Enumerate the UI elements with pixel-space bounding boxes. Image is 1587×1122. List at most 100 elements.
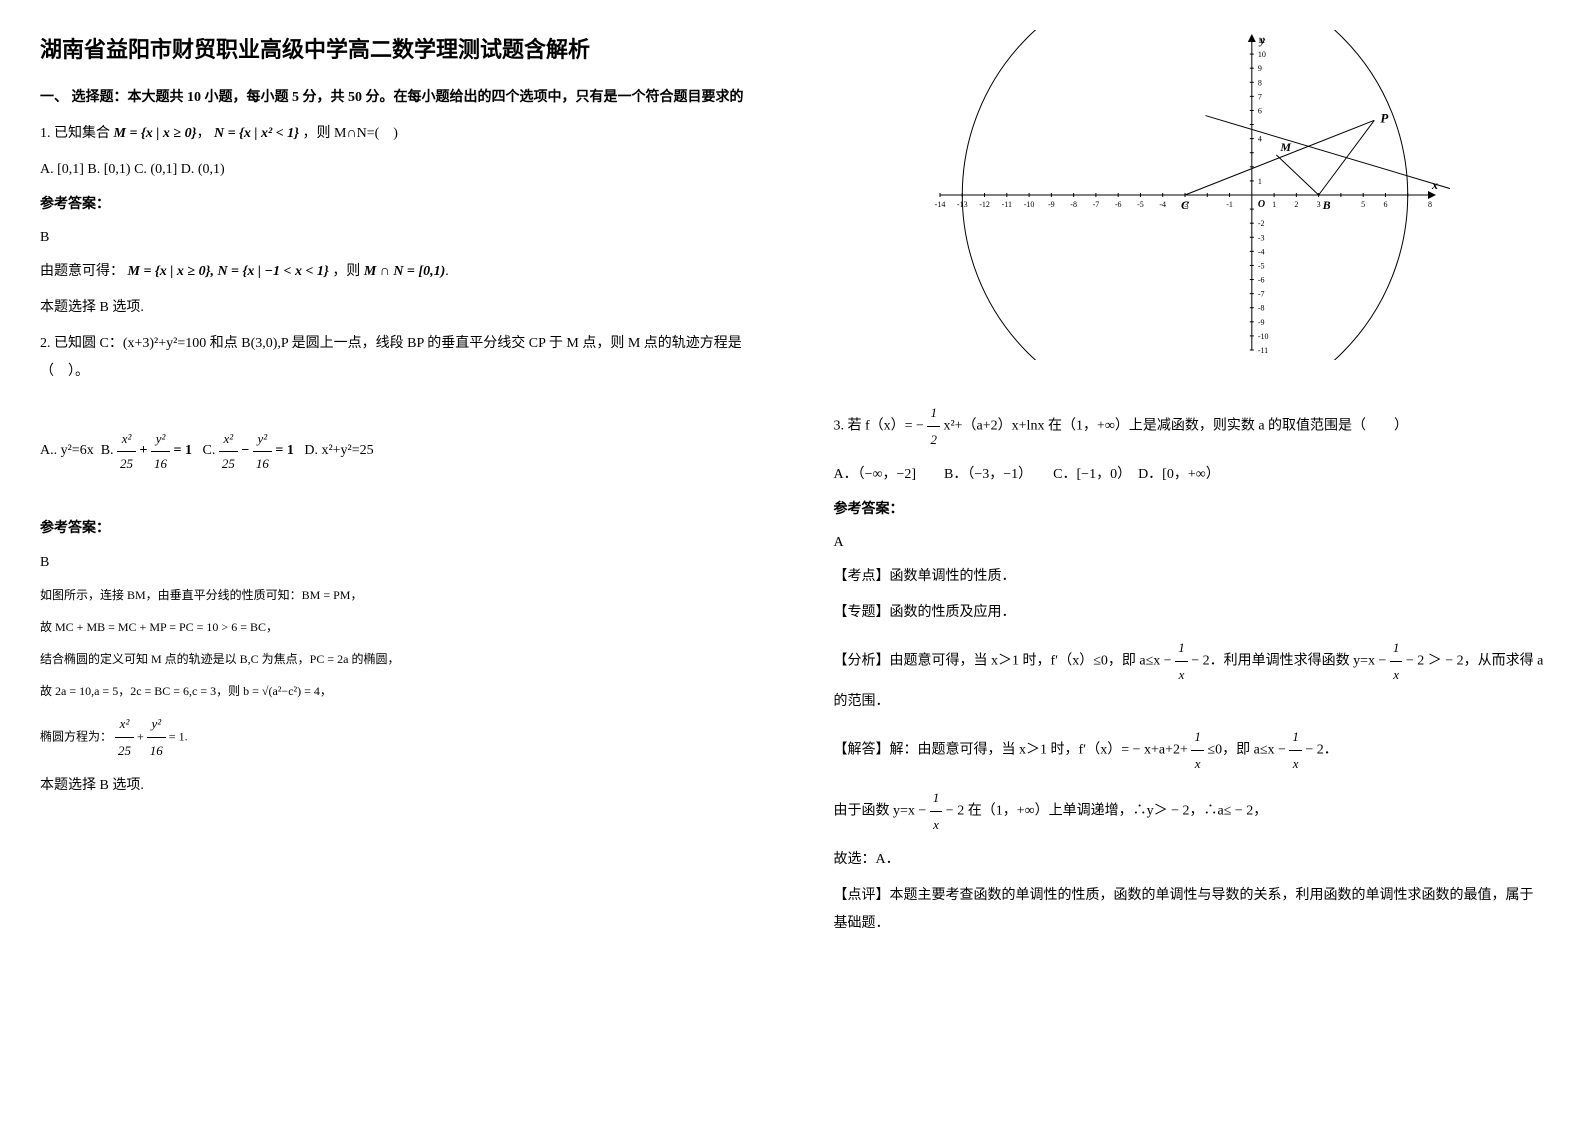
svg-text:O: O bbox=[1258, 199, 1265, 210]
svg-text:B: B bbox=[1322, 198, 1331, 212]
q2-opt-d: D. x²+y²=25 bbox=[304, 443, 373, 458]
q3-tag2: 【专题】函数的性质及应用． bbox=[834, 599, 1548, 627]
q3-solve-frac2: 1x bbox=[1289, 724, 1302, 777]
q2-exp4: 故 2a = 10,a = 5，2c = BC = 6,c = 3，则 b = … bbox=[40, 679, 754, 703]
svg-text:P: P bbox=[1381, 110, 1390, 125]
q3-options: A．（−∞，−2] B．（−3，−1） C．[−1，0） D．[0，+∞） bbox=[834, 461, 1548, 489]
q3-solve-suffix: − 2． bbox=[1305, 743, 1337, 758]
svg-text:1: 1 bbox=[1258, 177, 1262, 186]
q1-stem-prefix: 1. 已知集合 bbox=[40, 126, 110, 141]
q2-exp3: 结合椭圆的定义可知 M 点的轨迹是以 B,C 为焦点，PC = 2a 的椭圆， bbox=[40, 647, 754, 671]
q3-analysis-prefix: 【分析】由题意可得，当 x＞1 时，f′（x）≤0，即 a≤x − bbox=[834, 654, 1172, 669]
svg-text:2: 2 bbox=[1295, 200, 1299, 209]
svg-text:-7: -7 bbox=[1258, 290, 1265, 299]
svg-text:M: M bbox=[1280, 140, 1292, 154]
section-header: 一、 选择题：本大题共 10 小题，每小题 5 分，共 50 分。在每小题给出的… bbox=[40, 85, 754, 110]
svg-text:-14: -14 bbox=[935, 200, 946, 209]
q3-stem-frac: 12 bbox=[927, 400, 940, 453]
q2-exp5: 椭圆方程为： x²25 + y²16 = 1. bbox=[40, 711, 754, 764]
svg-text:-11: -11 bbox=[1002, 200, 1012, 209]
svg-text:-5: -5 bbox=[1258, 261, 1265, 270]
svg-text:y: y bbox=[1258, 33, 1266, 47]
q2-opt-b-frac1: x²25 bbox=[117, 427, 136, 475]
q3-solve-prefix: 【解答】解：由题意可得，当 x＞1 时，f′（x）= − x+a+2+ bbox=[834, 743, 1188, 758]
svg-text:-8: -8 bbox=[1258, 304, 1265, 313]
q3-solve3: 故选：A． bbox=[834, 846, 1548, 874]
svg-text:7: 7 bbox=[1258, 92, 1262, 101]
right-column: -14-13-12-11-10-9-8-7-6-5-4-3-1123568146… bbox=[794, 0, 1587, 1122]
q3-stem-mid: x²+（a+2）x+lnx 在（1，+∞）上是减函数，则实数 a 的取值范围是（… bbox=[943, 419, 1408, 434]
q1-set-n: N = {x | x² < 1} bbox=[214, 126, 299, 141]
q2-opt-b-frac2: y²16 bbox=[151, 427, 170, 475]
q2-exp5-frac1: x²25 bbox=[115, 711, 134, 764]
svg-text:3: 3 bbox=[1317, 200, 1321, 209]
svg-text:-4: -4 bbox=[1160, 200, 1167, 209]
q3-tag1: 【考点】函数单调性的性质． bbox=[834, 563, 1548, 591]
q3-solve-mid: ≤0，即 a≤x − bbox=[1207, 743, 1285, 758]
q3-solve2-frac: 1x bbox=[930, 785, 943, 838]
svg-text:-8: -8 bbox=[1071, 200, 1078, 209]
svg-text:6: 6 bbox=[1258, 106, 1262, 115]
svg-text:-3: -3 bbox=[1258, 233, 1265, 242]
svg-text:1: 1 bbox=[1272, 200, 1276, 209]
q1-exp1-formula: M = {x | x ≥ 0}, N = {x | −1 < x < 1} bbox=[128, 264, 329, 279]
q3-comment: 【点评】本题主要考查函数的单调性的性质，函数的单调性与导数的关系，利用函数的单调… bbox=[834, 882, 1548, 938]
q3-analysis-mid: − 2．利用单调性求得函数 y=x − bbox=[1191, 654, 1386, 669]
q2-opt-c-frac1: x²25 bbox=[219, 427, 238, 475]
q2-opt-c-frac2: y²16 bbox=[253, 427, 272, 475]
q2-answer: B bbox=[40, 550, 754, 575]
svg-text:-6: -6 bbox=[1258, 276, 1265, 285]
q3-answer-label: 参考答案： bbox=[834, 497, 1548, 522]
q2-exp2: 故 MC + MB = MC + MP = PC = 10 > 6 = BC， bbox=[40, 615, 754, 639]
svg-text:-12: -12 bbox=[979, 200, 990, 209]
q3-analysis: 【分析】由题意可得，当 x＞1 时，f′（x）≤0，即 a≤x − 1x − 2… bbox=[834, 635, 1548, 716]
coordinate-graph: -14-13-12-11-10-9-8-7-6-5-4-3-1123568146… bbox=[930, 30, 1450, 360]
svg-text:9: 9 bbox=[1258, 64, 1262, 73]
q2-opt-b-prefix: B. bbox=[101, 443, 114, 458]
graph-container: -14-13-12-11-10-9-8-7-6-5-4-3-1123568146… bbox=[834, 30, 1548, 370]
q1-exp1-prefix: 由题意可得： bbox=[40, 264, 124, 279]
svg-text:-6: -6 bbox=[1115, 200, 1122, 209]
q1-options: A. [0,1] B. [0,1) C. (0,1] D. (0,1) bbox=[40, 156, 754, 184]
q3-solve-frac1: 1x bbox=[1191, 724, 1204, 777]
q2-opt-a: A.. y²=6x bbox=[40, 443, 94, 458]
q3-solve: 【解答】解：由题意可得，当 x＞1 时，f′（x）= − x+a+2+ 1x ≤… bbox=[834, 724, 1548, 777]
q3-solve2: 由于函数 y=x − 1x − 2 在（1，+∞）上单调递增，∴y＞ − 2，∴… bbox=[834, 785, 1548, 838]
q1-exp1-mid: ，则 bbox=[332, 264, 360, 279]
page-title: 湖南省益阳市财贸职业高级中学高二数学理测试题含解析 bbox=[40, 30, 754, 70]
q1-set-m: M = {x | x ≥ 0} bbox=[114, 126, 197, 141]
svg-text:8: 8 bbox=[1258, 78, 1262, 87]
svg-text:4: 4 bbox=[1258, 135, 1262, 144]
svg-text:8: 8 bbox=[1428, 200, 1432, 209]
q2-exp5-prefix: 椭圆方程为： bbox=[40, 729, 112, 743]
svg-text:-2: -2 bbox=[1258, 219, 1265, 228]
q1-exp1-result: M ∩ N = [0,1) bbox=[364, 264, 445, 279]
left-column: 湖南省益阳市财贸职业高级中学高二数学理测试题含解析 一、 选择题：本大题共 10… bbox=[0, 0, 794, 1122]
q3-analysis-frac1: 1x bbox=[1175, 635, 1188, 688]
svg-text:10: 10 bbox=[1258, 50, 1266, 59]
q2-opt-c-prefix: C. bbox=[203, 443, 216, 458]
svg-text:-9: -9 bbox=[1048, 200, 1055, 209]
q2-exp5-frac2: y²16 bbox=[147, 711, 166, 764]
svg-text:-5: -5 bbox=[1137, 200, 1144, 209]
svg-text:-11: -11 bbox=[1258, 346, 1268, 355]
q2-options: A.. y²=6x B. x²25 + y²16 = 1 C. x²25 − y… bbox=[40, 427, 754, 475]
svg-text:5: 5 bbox=[1361, 200, 1365, 209]
q3-solve2-suffix: − 2 在（1，+∞）上单调递增，∴y＞ − 2，∴a≤ − 2， bbox=[946, 804, 1267, 819]
q2-exp6: 本题选择 B 选项. bbox=[40, 772, 754, 800]
svg-text:-9: -9 bbox=[1258, 318, 1265, 327]
q3-answer: A bbox=[834, 530, 1548, 555]
q3-stem: 3. 若 f（x）= − 12 x²+（a+2）x+lnx 在（1，+∞）上是减… bbox=[834, 400, 1548, 453]
q1-exp2: 本题选择 B 选项. bbox=[40, 294, 754, 322]
svg-text:C: C bbox=[1181, 198, 1190, 212]
q1-answer: B bbox=[40, 225, 754, 250]
q3-analysis-frac2: 1x bbox=[1390, 635, 1403, 688]
svg-text:-1: -1 bbox=[1226, 200, 1233, 209]
q1-answer-label: 参考答案： bbox=[40, 192, 754, 217]
q3-stem-prefix: 3. 若 f（x）= − bbox=[834, 419, 924, 434]
q1-exp1: 由题意可得： M = {x | x ≥ 0}, N = {x | −1 < x … bbox=[40, 258, 754, 286]
q2-answer-label: 参考答案： bbox=[40, 516, 754, 541]
svg-text:6: 6 bbox=[1384, 200, 1388, 209]
svg-text:-7: -7 bbox=[1093, 200, 1100, 209]
svg-text:-10: -10 bbox=[1024, 200, 1035, 209]
